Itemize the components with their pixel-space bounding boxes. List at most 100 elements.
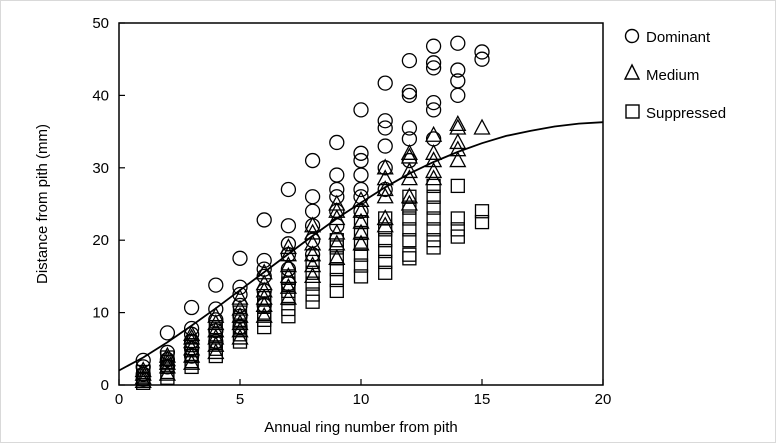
point-suppressed [450,222,465,237]
point-dominant [159,325,176,341]
point-suppressed [378,211,393,226]
point-medium [400,162,418,179]
point-suppressed [474,204,490,219]
point-dominant [401,120,418,136]
point-dominant [401,87,418,104]
point-dominant [183,320,200,337]
point-medium [231,288,249,305]
point-dominant [353,152,369,169]
point-suppressed [329,233,344,248]
point-dominant [474,44,490,60]
point-dominant [401,131,418,147]
point-medium [473,118,491,135]
point-suppressed [136,364,151,380]
x-tick-label: 0 [115,391,123,408]
x-tick-label: 10 [353,391,370,408]
point-dominant [401,84,418,100]
point-suppressed [305,287,320,302]
point-suppressed [378,233,393,248]
point-suppressed [281,309,296,324]
point-suppressed [257,312,272,327]
point-suppressed [402,233,417,248]
legend: Dominant Medium Suppressed [623,28,726,122]
point-suppressed [232,319,248,335]
point-suppressed [329,251,344,266]
point-dominant [183,299,200,316]
y-tick-label: 10 [92,305,109,322]
point-suppressed [450,229,465,244]
point-suppressed [353,225,369,241]
y-tick-label: 30 [92,160,109,177]
point-medium [376,180,394,197]
point-dominant [353,167,369,183]
point-medium [449,151,467,168]
point-dominant [425,60,442,76]
point-suppressed [426,189,441,204]
legend-circle-marker [624,28,640,44]
point-medium [400,147,418,164]
point-suppressed [329,272,344,288]
point-dominant [304,189,321,205]
point-medium [255,306,273,323]
point-medium [449,118,467,135]
point-suppressed [353,247,369,262]
point-medium [376,169,394,186]
point-dominant [329,134,345,151]
legend-triangle-marker [623,63,641,80]
point-dominant [208,312,224,328]
point-suppressed [402,211,417,226]
point-suppressed [474,214,490,230]
point-dominant [377,120,393,136]
x-tick-label: 20 [595,391,612,408]
point-dominant [256,252,272,269]
point-medium [352,191,370,208]
point-suppressed [281,283,296,299]
point-dominant [353,102,369,118]
point-suppressed [426,222,441,237]
point-dominant [450,73,466,89]
point-medium [279,277,297,294]
point-suppressed [426,240,441,255]
point-medium [304,234,322,251]
x-tick-label: 5 [236,391,244,408]
legend-item-suppressed: Suppressed [625,104,726,122]
point-medium [231,299,249,316]
point-suppressed [329,283,344,299]
point-suppressed [257,319,272,335]
point-dominant [401,152,418,169]
point-suppressed [378,243,393,259]
point-suppressed [402,222,417,237]
point-suppressed [378,222,393,237]
point-suppressed [450,211,465,226]
point-suppressed [208,334,223,349]
point-medium [449,114,467,132]
point-medium [304,216,322,233]
y-tick-label: 0 [101,377,109,394]
point-medium [376,158,394,175]
point-dominant [377,75,393,91]
point-medium [425,162,443,179]
point-suppressed [160,350,175,365]
point-dominant [280,236,297,252]
point-suppressed [378,254,393,270]
point-suppressed [257,305,272,320]
y-tick-label: 20 [92,232,109,249]
point-suppressed [426,178,441,194]
point-medium [425,143,443,160]
point-suppressed [208,348,223,364]
point-medium [255,274,273,291]
point-dominant [425,131,442,147]
y-tick-label: 40 [92,87,109,104]
point-dominant [377,113,393,129]
point-dominant [232,250,248,266]
point-dominant [425,55,442,71]
point-suppressed [257,298,272,313]
point-dominant [232,297,248,314]
point-suppressed [232,312,248,327]
point-suppressed [208,319,223,335]
point-medium [183,324,201,341]
point-dominant [377,138,393,154]
point-suppressed [402,189,417,204]
point-suppressed [353,258,369,273]
